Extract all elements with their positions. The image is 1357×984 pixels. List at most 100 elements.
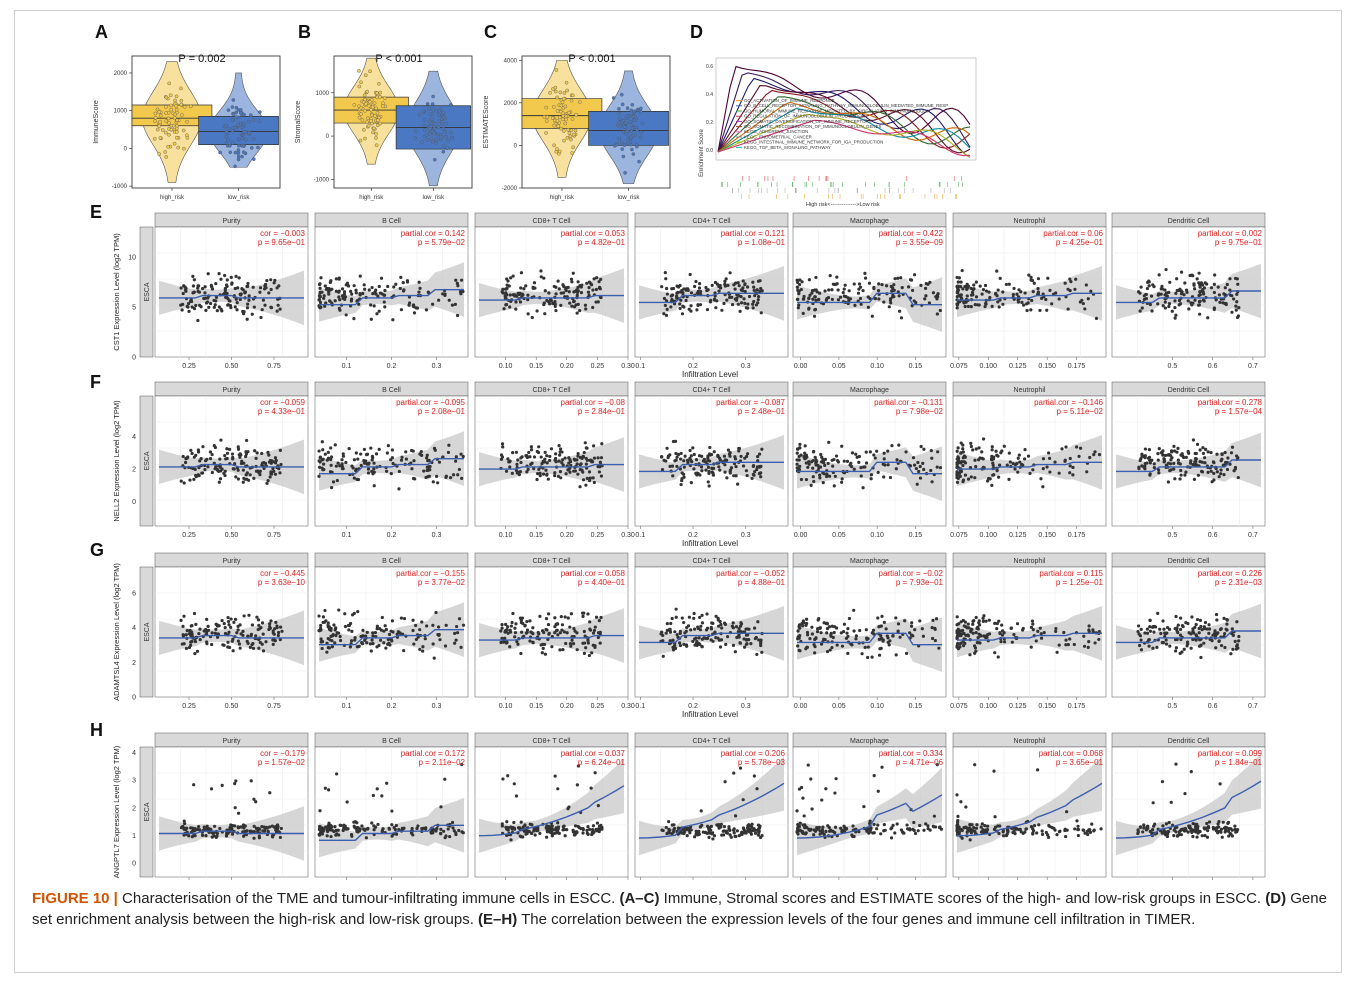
x-tick-label: 0.00 — [794, 363, 808, 370]
data-point — [881, 462, 885, 466]
data-point — [710, 467, 715, 471]
data-point — [935, 293, 939, 297]
data-point — [343, 297, 347, 302]
data-point — [741, 286, 745, 290]
data-point — [717, 826, 721, 830]
data-point — [544, 835, 549, 839]
data-point — [1085, 470, 1089, 474]
data-point — [181, 291, 185, 296]
x-tick-label: 0.10 — [499, 363, 513, 370]
data-point — [1093, 641, 1097, 645]
data-point — [223, 469, 227, 473]
data-point — [734, 465, 738, 469]
data-point — [896, 276, 900, 280]
data-point — [743, 301, 747, 305]
data-point — [910, 288, 915, 293]
data-point — [835, 282, 839, 286]
data-point — [1163, 306, 1167, 310]
data-point — [545, 298, 549, 303]
data-point — [1084, 283, 1088, 287]
data-point — [247, 613, 251, 617]
data-point — [1225, 282, 1229, 287]
data-point — [559, 303, 563, 307]
data-point — [330, 486, 334, 490]
data-point — [566, 285, 570, 290]
data-point — [518, 291, 522, 295]
y-axis-label: ANGPTL7 Expression Level (log2 TPM) — [112, 745, 121, 878]
data-point — [575, 288, 579, 292]
data-point — [1173, 306, 1177, 310]
data-point — [753, 294, 757, 298]
data-point — [577, 826, 581, 830]
data-point — [505, 277, 509, 281]
data-point — [955, 295, 959, 299]
data-point — [823, 289, 827, 293]
data-point — [1050, 302, 1054, 306]
data-point — [566, 616, 570, 620]
data-point — [1167, 304, 1171, 309]
data-point — [196, 284, 200, 288]
data-point — [955, 303, 959, 307]
jitter-point — [157, 124, 161, 128]
data-point — [181, 624, 185, 628]
data-point — [230, 832, 235, 836]
p-value-label: p = 6.24e−01 — [578, 758, 626, 767]
data-point — [511, 451, 515, 455]
data-point — [354, 291, 358, 295]
data-point — [984, 619, 988, 623]
data-point — [990, 483, 994, 487]
data-point — [451, 826, 455, 830]
x-tick-label: 0.20 — [560, 532, 574, 539]
data-point — [532, 281, 537, 285]
data-point — [444, 475, 448, 480]
data-point — [209, 827, 213, 831]
data-point — [443, 777, 447, 781]
data-point — [596, 804, 600, 808]
data-point — [683, 454, 687, 458]
data-point — [972, 287, 976, 291]
data-point — [1054, 629, 1058, 634]
jitter-point — [169, 103, 173, 108]
jitter-point — [174, 135, 179, 140]
data-point — [509, 624, 513, 628]
jitter-point — [169, 127, 174, 132]
data-point — [1198, 289, 1203, 294]
data-point — [857, 454, 861, 459]
data-point — [599, 474, 604, 478]
data-point — [1159, 631, 1163, 636]
data-point — [756, 454, 760, 459]
data-point — [1157, 447, 1161, 451]
data-point — [1023, 291, 1027, 295]
data-point — [201, 445, 205, 449]
data-point — [513, 294, 517, 298]
data-point — [751, 280, 755, 284]
data-point — [891, 634, 895, 638]
data-point — [759, 475, 763, 479]
data-point — [1156, 302, 1160, 306]
data-point — [196, 827, 200, 832]
data-point — [589, 786, 593, 790]
data-point — [1034, 639, 1038, 643]
data-point — [599, 615, 603, 620]
data-point — [993, 621, 997, 625]
data-point — [520, 455, 524, 459]
data-point — [317, 474, 321, 478]
data-point — [502, 307, 506, 311]
data-point — [401, 281, 405, 285]
data-point — [829, 633, 833, 637]
data-point — [372, 484, 376, 488]
data-point — [757, 295, 761, 299]
data-point — [1193, 625, 1197, 629]
data-point — [728, 828, 732, 832]
data-point — [568, 470, 572, 474]
data-point — [969, 475, 973, 479]
data-point — [859, 302, 863, 306]
data-point — [318, 809, 322, 813]
data-point — [567, 290, 571, 294]
data-point — [225, 291, 229, 296]
data-point — [691, 639, 695, 644]
y-tick-label: 1000 — [114, 109, 128, 115]
data-point — [573, 824, 578, 828]
data-point — [400, 455, 404, 459]
data-point — [268, 624, 272, 629]
